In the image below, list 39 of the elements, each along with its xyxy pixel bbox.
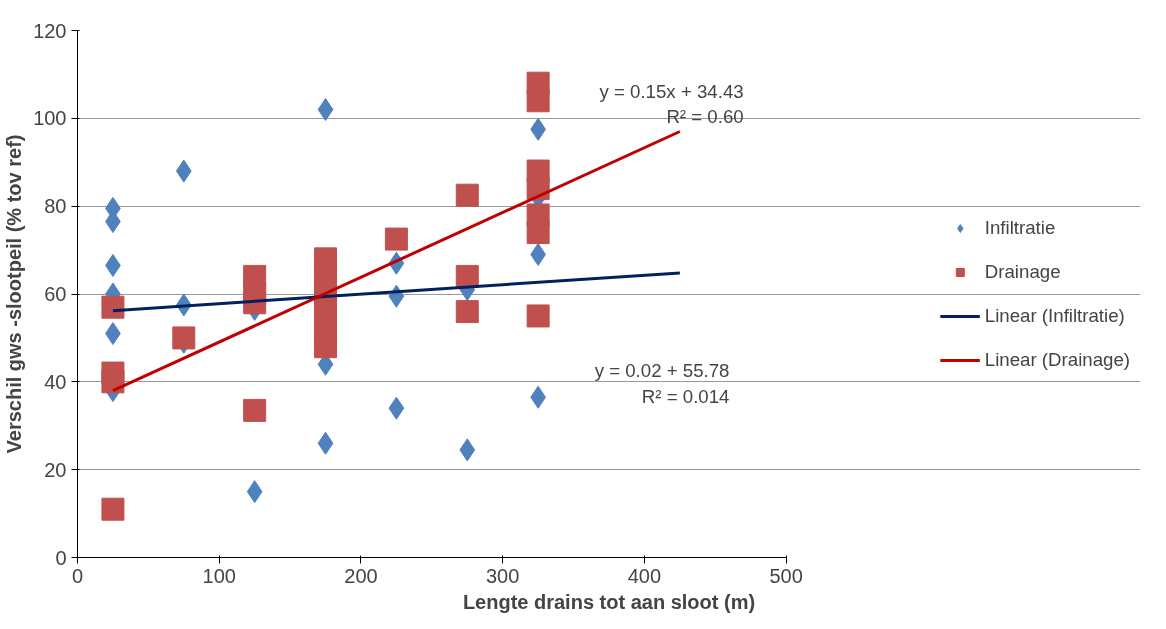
point [384, 227, 408, 251]
point [317, 431, 334, 455]
point [172, 326, 196, 350]
point [101, 497, 125, 521]
legend-label: Infiltratie [984, 216, 1056, 239]
x-tick-label: 500 [769, 564, 803, 587]
annotation: y = 0.15x + 34.43 R² = 0.60 [599, 81, 744, 128]
legend-label: Drainage [984, 260, 1061, 283]
x-axis-title: Lengte drains tot aan sloot (m) [462, 590, 756, 613]
x-tick-label: 200 [344, 564, 378, 587]
x-tick-label: 400 [627, 564, 662, 587]
legend-label: Linear (Infiltratie) [984, 304, 1125, 327]
x-tick-label: 100 [202, 564, 236, 587]
point [101, 370, 125, 394]
point [243, 398, 267, 422]
y-tick-label: 20 [44, 458, 67, 481]
y-tick-label: 80 [44, 195, 67, 218]
point [317, 98, 334, 122]
point [459, 438, 476, 462]
point [388, 396, 405, 420]
point [526, 221, 550, 245]
point [101, 295, 125, 319]
annotation: y = 0.02 + 55.78 R² = 0.014 [594, 360, 730, 407]
point [526, 89, 550, 113]
point [314, 335, 338, 359]
y-tick-label: 40 [44, 370, 67, 393]
point [526, 304, 550, 328]
y-tick-label: 100 [33, 107, 67, 130]
point [455, 183, 479, 207]
point [455, 300, 479, 324]
point [175, 159, 192, 183]
point [246, 480, 263, 504]
y-tick-label: 60 [44, 283, 67, 305]
x-tick-label: 300 [486, 564, 520, 587]
y-tick-label: 0 [55, 546, 67, 569]
x-tick-label: 0 [71, 564, 84, 587]
legend-label: Linear (Drainage) [984, 348, 1130, 371]
y-tick-label: 120 [33, 19, 67, 42]
y-axis-title: Verschil gws -slootpeil (% tov ref) [3, 134, 26, 454]
